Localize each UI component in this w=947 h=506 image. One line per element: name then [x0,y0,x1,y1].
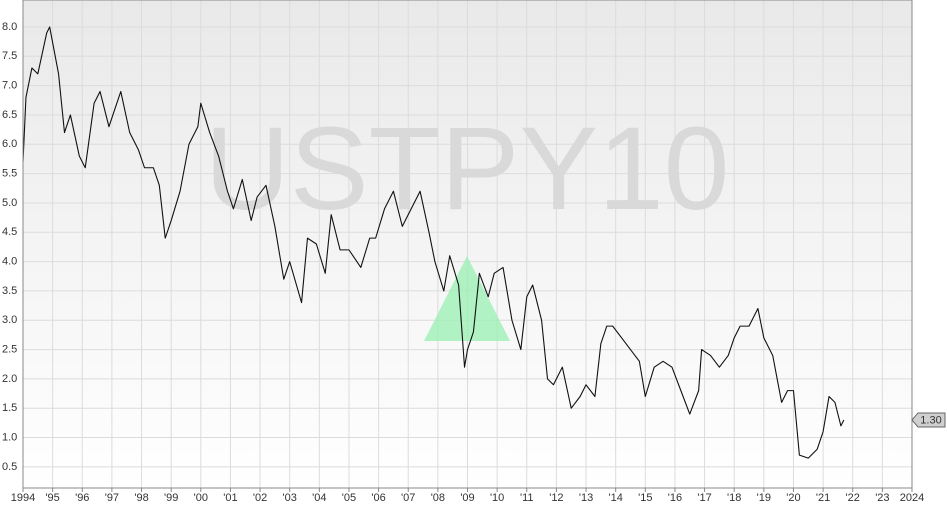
y-tick-label: 1.5 [2,402,17,414]
y-tick-label: 4.5 [2,226,17,238]
y-tick-label: 5.5 [2,168,17,180]
x-tick-label: '20 [786,492,800,504]
y-tick-label: 3.5 [2,285,17,297]
y-tick-label: 0.5 [2,461,17,473]
x-tick-label: 1994 [11,492,35,504]
x-tick-label: '06 [371,492,385,504]
x-tick-label: '00 [194,492,208,504]
y-tick-label: 2.0 [2,373,17,385]
x-tick-label: '15 [638,492,652,504]
y-tick-label: 8.0 [2,21,17,33]
x-tick-label: '95 [45,492,59,504]
x-tick-label: '14 [608,492,622,504]
y-tick-label: 1.0 [2,431,17,443]
watermark: USTPY10 [205,103,730,235]
y-tick-label: 7.0 [2,80,17,92]
x-tick-label: '18 [727,492,741,504]
x-tick-label: '96 [75,492,89,504]
yield-line [22,26,845,459]
x-tick-label: '21 [816,492,830,504]
x-tick-label: '16 [668,492,682,504]
x-tick-label: '23 [875,492,889,504]
y-tick-label: 4.0 [2,256,17,268]
x-tick-label: '09 [460,492,474,504]
x-tick-label: '12 [549,492,563,504]
grid [22,0,913,488]
x-tick-label: '05 [342,492,356,504]
triangle-icon [424,256,510,341]
x-tick-label: '08 [431,492,445,504]
x-tick-label: '03 [283,492,297,504]
y-tick-label: 7.5 [2,50,17,62]
y-tick-label: 2.5 [2,343,17,355]
x-tick-label: '19 [757,492,771,504]
y-tick-label: 5.0 [2,197,17,209]
y-tick-label: 6.0 [2,138,17,150]
plot [22,26,845,459]
x-tick-label: '99 [164,492,178,504]
x-tick-label: 2024 [900,492,924,504]
x-tick-label: '10 [490,492,504,504]
last-value-label: 1.30 [920,414,941,426]
y-tick-label: 3.0 [2,314,17,326]
x-tick-label: '98 [134,492,148,504]
x-tick-label: '97 [105,492,119,504]
x-tick-label: '07 [401,492,415,504]
x-tick-label: '01 [223,492,237,504]
x-tick-label: '13 [579,492,593,504]
x-tick-label: '04 [312,492,326,504]
last-value-tag [911,412,946,428]
x-tick-label: '22 [846,492,860,504]
x-tick-label: '17 [697,492,711,504]
x-tick-label: '02 [253,492,267,504]
y-tick-label: 6.5 [2,109,17,121]
x-tick-label: '11 [520,492,534,504]
